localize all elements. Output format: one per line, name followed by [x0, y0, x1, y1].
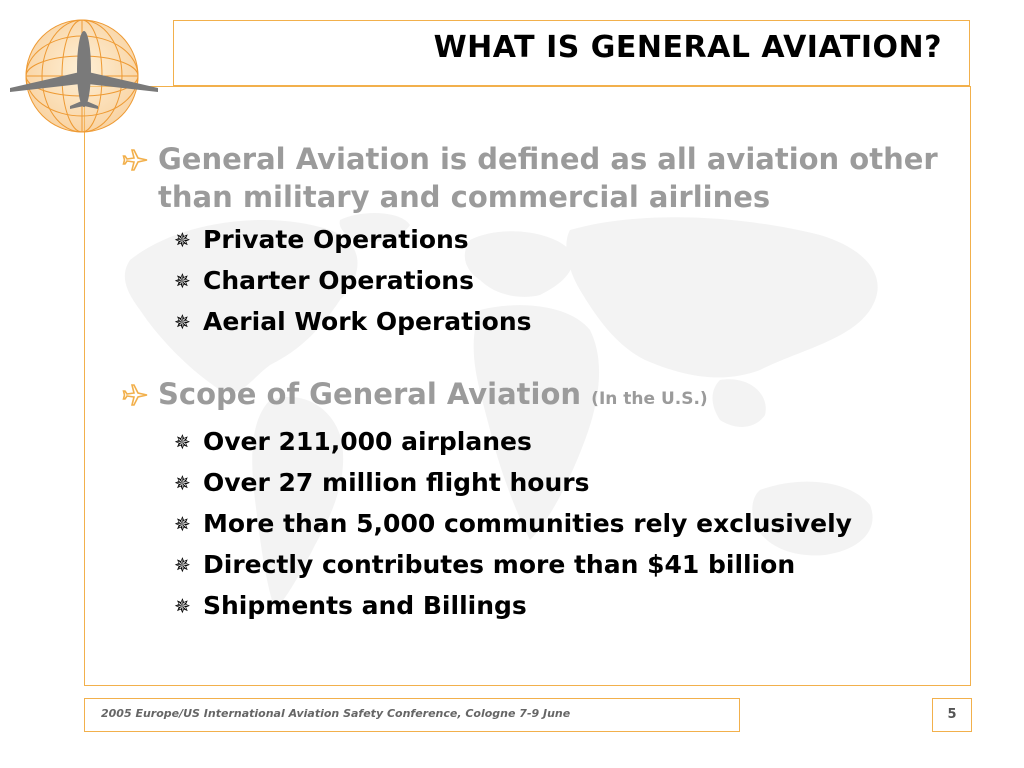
- list-item-text: Charter Operations: [203, 266, 474, 295]
- compass-star-icon: ✵: [174, 553, 191, 577]
- page-number: 5: [947, 707, 957, 722]
- list-item-text: Shipments and Billings: [203, 591, 527, 620]
- list-item: ✵ More than 5,000 communities rely exclu…: [122, 507, 952, 541]
- list-item: ✵ Over 211,000 airplanes: [122, 425, 952, 459]
- slide-title: WHAT IS GENERAL AVIATION?: [433, 30, 942, 65]
- footer-text: 2005 Europe/US International Aviation Sa…: [101, 707, 571, 720]
- list-item: ✵ Over 27 million flight hours: [122, 466, 952, 500]
- compass-star-icon: ✵: [174, 269, 191, 293]
- list-item-text: Over 211,000 airplanes: [203, 427, 532, 456]
- list-item-text: Over 27 million flight hours: [203, 468, 590, 497]
- section-definition: General Aviation is defined as all aviat…: [122, 140, 952, 339]
- list-item-text: Directly contributes more than $41 billi…: [203, 550, 796, 579]
- title-frame: [173, 20, 970, 86]
- globe-airplane-logo: [10, 19, 158, 133]
- page-number-frame: [932, 698, 972, 732]
- bullet-heading: Scope of General Aviation (In the U.S.): [122, 375, 952, 418]
- heading-text: General Aviation is defined as all aviat…: [158, 142, 938, 214]
- list-item-text: Aerial Work Operations: [203, 307, 532, 336]
- compass-star-icon: ✵: [174, 512, 191, 536]
- heading-text: Scope of General Aviation: [158, 377, 582, 411]
- bullet-heading: General Aviation is defined as all aviat…: [122, 140, 952, 216]
- content-frame: [84, 86, 971, 686]
- world-map-watermark: [124, 213, 878, 610]
- airplane-icon: [122, 149, 148, 171]
- compass-star-icon: ✵: [174, 594, 191, 618]
- compass-star-icon: ✵: [174, 228, 191, 252]
- list-item: ✵ Aerial Work Operations: [122, 305, 952, 339]
- section-scope: Scope of General Aviation (In the U.S.) …: [122, 375, 952, 623]
- list-item-text: More than 5,000 communities rely exclusi…: [203, 509, 852, 538]
- list-item-text: Private Operations: [203, 225, 469, 254]
- heading-note: (In the U.S.): [591, 389, 708, 409]
- list-item: ✵ Private Operations: [122, 223, 952, 257]
- compass-star-icon: ✵: [174, 310, 191, 334]
- airplane-icon: [122, 384, 148, 406]
- footer-frame: [84, 698, 740, 732]
- list-item: ✵ Directly contributes more than $41 bil…: [122, 548, 952, 582]
- compass-star-icon: ✵: [174, 471, 191, 495]
- slide-content: General Aviation is defined as all aviat…: [122, 140, 952, 623]
- list-item: ✵ Charter Operations: [122, 264, 952, 298]
- compass-star-icon: ✵: [174, 430, 191, 454]
- list-item: ✵ Shipments and Billings: [122, 589, 952, 623]
